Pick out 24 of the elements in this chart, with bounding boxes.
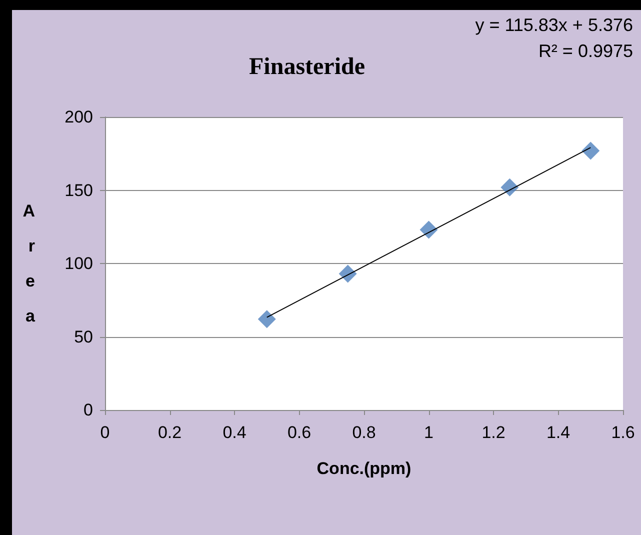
y-tick-label: 150: [64, 180, 93, 200]
y-tick-label: 200: [64, 108, 93, 126]
y-axis-title: Area: [22, 202, 36, 326]
x-tick-label: 1.4: [546, 423, 570, 442]
x-tick-label: 1: [424, 423, 434, 442]
chart-title: Finasteride: [249, 54, 366, 80]
x-tick-label: 0.6: [287, 423, 312, 442]
point: [338, 264, 357, 283]
point: [258, 310, 276, 328]
point: [500, 178, 519, 196]
x-tick-label: 1.6: [611, 423, 635, 442]
text: R² = 0.9975: [538, 41, 633, 61]
x-tick-label: 1.2: [482, 423, 506, 442]
y-tick-label: 50: [74, 327, 93, 346]
point: [420, 220, 438, 239]
x-tick-label: 0: [100, 423, 110, 442]
y-tick-label: 100: [64, 254, 93, 273]
text: y = 115.83x + 5.376: [475, 15, 633, 35]
y-tick-label: 0: [84, 400, 93, 420]
x-axis-title: Conc.(ppm): [316, 459, 412, 478]
x-tick-label: 0.4: [222, 423, 246, 442]
x-tick-label: 0.8: [352, 423, 376, 442]
x-tick-label: 0.2: [158, 423, 182, 442]
point: [582, 142, 600, 160]
